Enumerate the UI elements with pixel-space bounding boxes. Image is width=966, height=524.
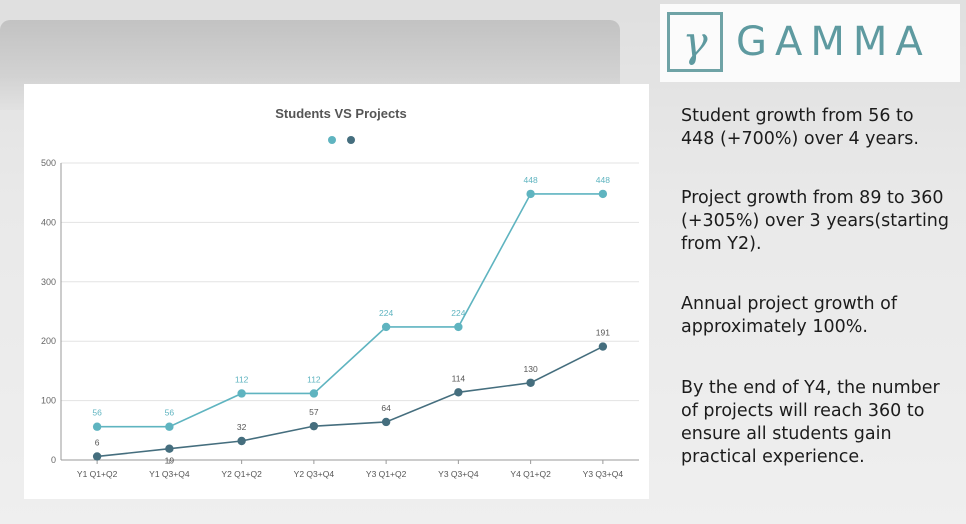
data-label: 6 [95,437,100,447]
data-point [381,417,391,427]
legend-marker-0 [328,136,336,144]
y-tick-label: 100 [41,396,56,406]
x-tick-label: Y1 Q1+Q2 [77,469,118,479]
line-chart: Students VS Projects 0 100 200 300 400 500 Y1 Q… [41,106,639,479]
data-point [454,388,463,397]
series-line-1 [97,345,604,458]
data-point [598,189,608,199]
note-student-growth: Student growth from 56 to 448 (+700%) ov… [681,106,919,149]
data-point [454,322,463,332]
data-label: 32 [237,422,247,432]
data-point [309,421,319,431]
data-point [526,189,535,199]
chart-title: Students VS Projects [275,106,406,121]
x-tick-label: Y2 Q3+Q4 [294,469,335,479]
logo-mark: γ [667,12,723,72]
data-label: 130 [524,364,538,374]
y-tick-label: 500 [41,158,56,168]
data-point [381,322,391,332]
note-project-growth: Project growth from 89 to 360 (+305%) ov… [681,188,950,254]
gamma-logo: γ GAMMA [660,4,960,82]
data-label: 191 [596,328,610,338]
notes-panel: Student growth from 56 to 448 (+700%) ov… [681,105,951,503]
y-tick-label: 200 [41,336,56,346]
data-point [309,389,319,398]
logo-wordmark: GAMMA [736,19,931,65]
data-label: 64 [381,403,391,413]
y-tick-label: 300 [41,277,56,287]
x-tick-label: Y1 Q3+Q4 [149,469,190,479]
data-label: 57 [309,407,319,417]
data-label: 114 [452,373,466,383]
data-label: 224 [451,308,465,318]
data-label: 19 [165,456,175,466]
x-tick-label: Y2 Q1+Q2 [221,469,262,479]
data-point [92,422,102,431]
data-point [165,444,174,453]
data-label: 224 [379,308,393,318]
note-annual-growth: Annual project growth of approximately 1… [681,294,898,337]
data-point [598,342,608,351]
x-tick-label: Y3 Q3+Q4 [583,469,624,479]
legend-marker-1 [347,136,355,144]
data-point [237,436,246,446]
x-tick-label: Y4 Q1+Q2 [510,469,551,479]
x-tick-label: Y3 Q3+Q4 [438,469,479,479]
data-point [165,422,174,431]
data-label: 448 [524,175,538,185]
y-tick-label: 0 [51,455,56,465]
data-point [92,452,102,461]
data-label: 112 [235,374,249,384]
data-point [526,378,535,387]
data-label: 112 [307,374,321,384]
chart-card: Students VS Projects 0 100 200 300 400 500 Y1 Q… [24,84,649,499]
data-label: 448 [596,175,610,185]
data-label: 56 [165,408,175,418]
note-y4-target: By the end of Y4, the number of projects… [681,378,940,467]
x-tick-label: Y3 Q1+Q2 [366,469,407,479]
y-tick-label: 400 [41,217,56,227]
data-point [237,389,246,398]
series-line-0 [97,193,603,428]
data-label: 56 [92,408,102,418]
